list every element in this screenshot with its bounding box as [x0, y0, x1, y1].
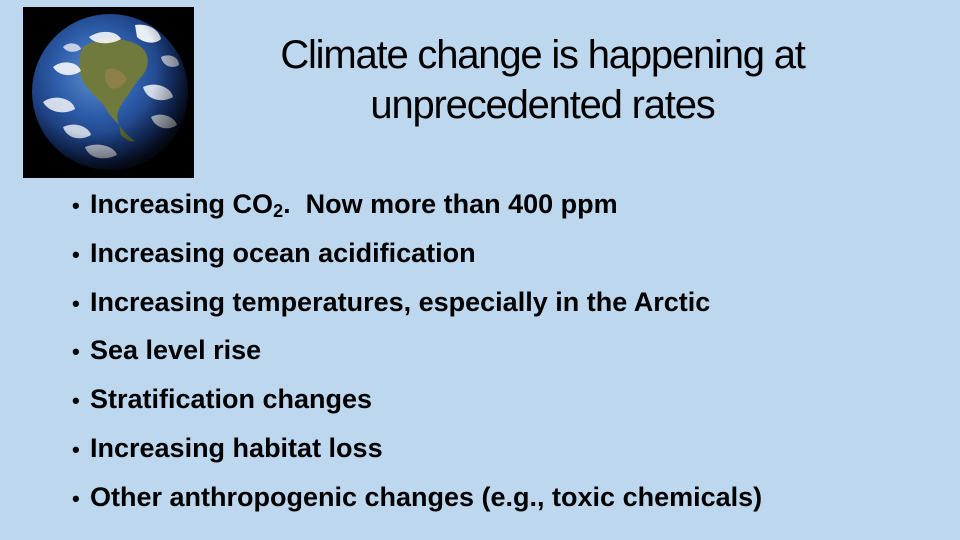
bullet-marker: •	[72, 241, 80, 267]
bullet-subscript: 2	[273, 201, 284, 221]
slide-title: Climate change is happening at unprecede…	[215, 30, 870, 130]
bullet-item: • Increasing CO2. Now more than 400 ppm	[72, 180, 942, 229]
bullet-text: Increasing habitat loss	[90, 432, 383, 463]
bullet-text: Sea level rise	[90, 335, 262, 366]
bullet-item: • Stratification changes	[72, 375, 942, 424]
bullet-text-tail: . Now more than 400 ppm	[283, 189, 618, 219]
title-line-2: unprecedented rates	[370, 83, 715, 127]
bullet-text: Increasing temperatures, especially in t…	[90, 286, 711, 317]
bullet-text: Other anthropogenic changes (e.g., toxic…	[90, 481, 763, 512]
bullet-text: Increasing CO	[90, 189, 274, 219]
bullet-item: • Increasing habitat loss	[72, 424, 942, 473]
bullet-item: • Increasing ocean acidification	[72, 229, 942, 278]
bullet-marker: •	[72, 436, 80, 462]
bullet-marker: •	[72, 339, 80, 365]
bullet-item: • Other anthropogenic changes (e.g., toxi…	[72, 473, 942, 522]
bullet-text: Stratification changes	[90, 384, 373, 415]
earth-globe-icon	[23, 7, 194, 178]
bullet-marker: •	[72, 388, 80, 414]
bullet-marker: •	[72, 193, 80, 218]
bullet-item: • Sea level rise	[72, 326, 942, 375]
bullet-item: • Increasing temperatures, especially in …	[72, 278, 942, 327]
bullet-text: Increasing ocean acidification	[90, 237, 476, 268]
bullet-marker: •	[72, 485, 80, 511]
earth-image	[23, 7, 194, 178]
bullet-marker: •	[72, 290, 80, 316]
title-line-1: Climate change is happening at	[280, 33, 806, 77]
bullet-list: • Increasing CO2. Now more than 400 ppm •…	[72, 180, 942, 522]
